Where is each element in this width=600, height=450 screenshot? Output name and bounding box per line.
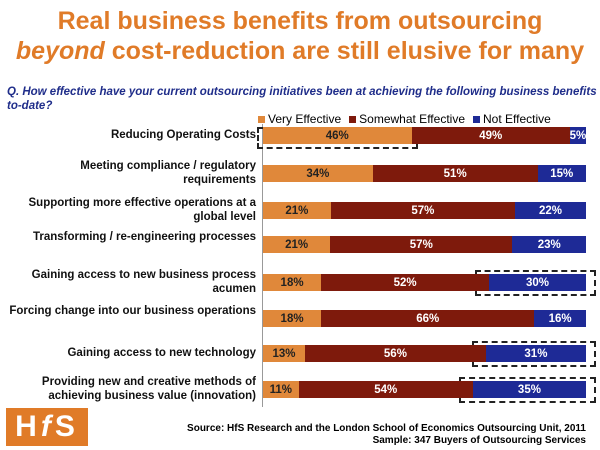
legend-label: Somewhat Effective [359,112,465,126]
bar-segment-very-effective: 21% [263,202,331,219]
bar-segment-not-effective: 22% [514,202,586,219]
bar-row: 13% 56% 31% [263,345,586,362]
category-label: Meeting compliance / regulatory requirem… [80,160,256,186]
category-label: Reducing Operating Costs [110,129,256,141]
category-label: Providing new and creative methods of ac… [41,376,256,402]
legend: Very Effective Somewhat Effective Not Effe… [258,112,551,126]
bar-segment-somewhat-effective: 51% [372,165,538,182]
bar-segment-not-effective: 31% [485,345,586,362]
source: Source: HfS Research and the London Scho… [187,423,586,434]
bar-row: 18% 66% 16% [263,310,586,327]
legend-label: Not Effective [483,112,551,126]
question: Q. How effective have your current outso… [7,86,597,112]
bar-segment-very-effective: 21% [263,236,331,253]
category-label: Gaining access to new business process a… [31,269,256,295]
legend-item: Not Effective [473,112,551,126]
title-line-1: Real business benefits from outsourcing [57,7,543,35]
bar-row: 34% 51% 15% [263,165,586,182]
bar-row: 46% 49% 5% [263,127,586,144]
sample: Sample: 347 Buyers of Outsourcing Servic… [372,435,586,446]
bar-segment-somewhat-effective: 56% [304,345,486,362]
bar-row: 21% 57% 23% [263,236,586,253]
bar-segment-somewhat-effective: 52% [321,274,490,291]
legend-label: Very Effective [268,112,342,126]
bar-segment-very-effective: 46% [263,127,412,144]
legend-item: Very Effective [258,112,341,126]
category-label: Gaining access to new technology [67,347,256,359]
bar-segment-not-effective: 16% [534,310,586,327]
category-label: Forcing change into our business operati… [9,305,256,317]
legend-swatch [258,116,265,123]
bar-segment-not-effective: 35% [472,381,586,398]
bar-segment-somewhat-effective: 57% [330,202,515,219]
bar-segment-very-effective: 34% [263,165,373,182]
category-label: Supporting more effective operations at … [28,197,256,223]
bar-segment-somewhat-effective: 57% [330,236,513,253]
legend-swatch [349,116,357,123]
bar-segment-very-effective: 11% [263,381,299,398]
title-emphasis: beyond [15,37,105,65]
bar-segment-not-effective: 23% [512,236,586,253]
bar-segment-very-effective: 18% [263,310,322,327]
category-label: Transforming / re-engineering processes [32,231,256,243]
bar-segment-somewhat-effective: 49% [411,127,570,144]
bar-segment-somewhat-effective: 54% [298,381,473,398]
legend-swatch [473,116,480,123]
bar-segment-not-effective: 30% [489,274,586,291]
bar-segment-not-effective: 15% [537,165,586,182]
bar-segment-very-effective: 18% [263,274,322,291]
bar-segment-very-effective: 13% [263,345,305,362]
legend-item: Somewhat Effective [349,112,465,126]
y-axis [262,124,263,407]
bar-row: 11% 54% 35% [263,381,586,398]
bar-row: 21% 57% 22% [263,202,586,219]
source-note: Source: HfS Research and the London Scho… [187,423,586,447]
bar-row: 18% 52% 30% [263,274,586,291]
bar-segment-not-effective: 5% [570,127,586,144]
title-rest: cost-reduction are still elusive for man… [104,37,585,65]
title-line-2: beyond cost-reduction are still elusive … [0,36,600,66]
bar-segment-somewhat-effective: 66% [321,310,535,327]
